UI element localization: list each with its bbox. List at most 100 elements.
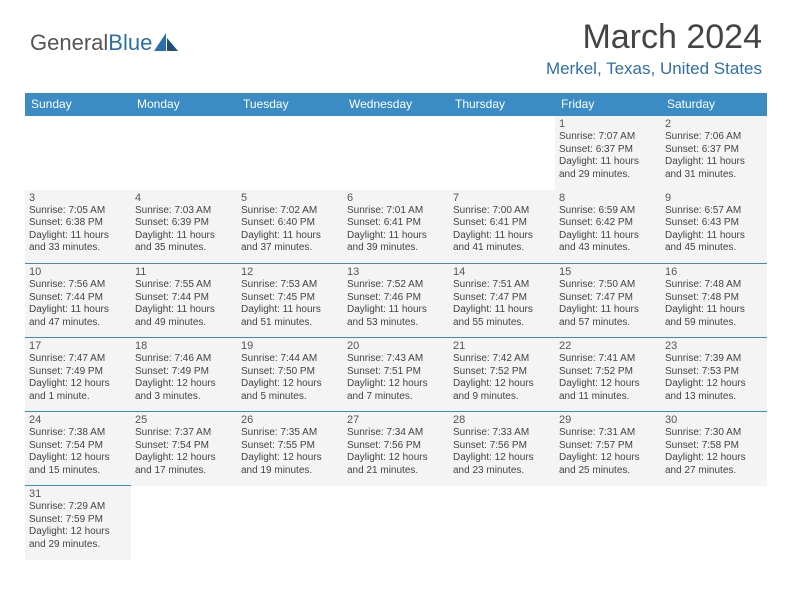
calendar-cell: [661, 486, 767, 560]
calendar-row: 1Sunrise: 7:07 AMSunset: 6:37 PMDaylight…: [25, 116, 767, 190]
calendar-cell: [343, 486, 449, 560]
day-number: 19: [241, 340, 339, 352]
calendar-cell: 21Sunrise: 7:42 AMSunset: 7:52 PMDayligh…: [449, 338, 555, 412]
day-number: 17: [29, 340, 127, 352]
weekday-header: Wednesday: [343, 93, 449, 116]
calendar-cell: 6Sunrise: 7:01 AMSunset: 6:41 PMDaylight…: [343, 190, 449, 264]
logo-text-1: General: [30, 30, 108, 56]
calendar-cell: 20Sunrise: 7:43 AMSunset: 7:51 PMDayligh…: [343, 338, 449, 412]
weekday-header: Friday: [555, 93, 661, 116]
day-number: 3: [29, 192, 127, 204]
day-info: Sunrise: 7:48 AMSunset: 7:48 PMDaylight:…: [665, 279, 763, 329]
day-info: Sunrise: 7:05 AMSunset: 6:38 PMDaylight:…: [29, 205, 127, 255]
month-title: March 2024: [546, 18, 762, 57]
day-info: Sunrise: 7:56 AMSunset: 7:44 PMDaylight:…: [29, 279, 127, 329]
logo-sail-icon: [154, 33, 180, 53]
calendar-cell: 26Sunrise: 7:35 AMSunset: 7:55 PMDayligh…: [237, 412, 343, 486]
weekday-header: Tuesday: [237, 93, 343, 116]
day-info: Sunrise: 7:37 AMSunset: 7:54 PMDaylight:…: [135, 427, 233, 477]
day-info: Sunrise: 7:39 AMSunset: 7:53 PMDaylight:…: [665, 353, 763, 403]
day-number: 27: [347, 414, 445, 426]
day-info: Sunrise: 7:55 AMSunset: 7:44 PMDaylight:…: [135, 279, 233, 329]
day-info: Sunrise: 6:59 AMSunset: 6:42 PMDaylight:…: [559, 205, 657, 255]
calendar-cell: 2Sunrise: 7:06 AMSunset: 6:37 PMDaylight…: [661, 116, 767, 190]
calendar-cell: 19Sunrise: 7:44 AMSunset: 7:50 PMDayligh…: [237, 338, 343, 412]
day-info: Sunrise: 7:43 AMSunset: 7:51 PMDaylight:…: [347, 353, 445, 403]
day-number: 29: [559, 414, 657, 426]
calendar-cell: 13Sunrise: 7:52 AMSunset: 7:46 PMDayligh…: [343, 264, 449, 338]
calendar-cell: 24Sunrise: 7:38 AMSunset: 7:54 PMDayligh…: [25, 412, 131, 486]
day-number: 25: [135, 414, 233, 426]
day-info: Sunrise: 7:52 AMSunset: 7:46 PMDaylight:…: [347, 279, 445, 329]
calendar-cell: [237, 116, 343, 190]
day-number: 1: [559, 118, 657, 130]
day-number: 16: [665, 266, 763, 278]
day-number: 15: [559, 266, 657, 278]
calendar-cell: [449, 116, 555, 190]
calendar-cell: [237, 486, 343, 560]
calendar-cell: 12Sunrise: 7:53 AMSunset: 7:45 PMDayligh…: [237, 264, 343, 338]
day-number: 4: [135, 192, 233, 204]
calendar-cell: [25, 116, 131, 190]
calendar-cell: 17Sunrise: 7:47 AMSunset: 7:49 PMDayligh…: [25, 338, 131, 412]
day-info: Sunrise: 7:41 AMSunset: 7:52 PMDaylight:…: [559, 353, 657, 403]
day-number: 24: [29, 414, 127, 426]
day-info: Sunrise: 7:34 AMSunset: 7:56 PMDaylight:…: [347, 427, 445, 477]
calendar-cell: 14Sunrise: 7:51 AMSunset: 7:47 PMDayligh…: [449, 264, 555, 338]
calendar-cell: [131, 116, 237, 190]
day-number: 18: [135, 340, 233, 352]
day-info: Sunrise: 7:29 AMSunset: 7:59 PMDaylight:…: [29, 501, 127, 551]
logo-text-2: Blue: [108, 30, 152, 56]
calendar-cell: 15Sunrise: 7:50 AMSunset: 7:47 PMDayligh…: [555, 264, 661, 338]
calendar-cell: [449, 486, 555, 560]
weekday-header: Thursday: [449, 93, 555, 116]
calendar-cell: 30Sunrise: 7:30 AMSunset: 7:58 PMDayligh…: [661, 412, 767, 486]
calendar-cell: [555, 486, 661, 560]
calendar-cell: 27Sunrise: 7:34 AMSunset: 7:56 PMDayligh…: [343, 412, 449, 486]
calendar-table: Sunday Monday Tuesday Wednesday Thursday…: [25, 93, 767, 560]
day-number: 21: [453, 340, 551, 352]
calendar-row: 31Sunrise: 7:29 AMSunset: 7:59 PMDayligh…: [25, 486, 767, 560]
calendar-cell: 22Sunrise: 7:41 AMSunset: 7:52 PMDayligh…: [555, 338, 661, 412]
day-number: 14: [453, 266, 551, 278]
calendar-body: 1Sunrise: 7:07 AMSunset: 6:37 PMDaylight…: [25, 116, 767, 560]
calendar-cell: 10Sunrise: 7:56 AMSunset: 7:44 PMDayligh…: [25, 264, 131, 338]
calendar-cell: [343, 116, 449, 190]
header: GeneralBlue March 2024 Merkel, Texas, Un…: [0, 0, 792, 85]
day-number: 11: [135, 266, 233, 278]
calendar-cell: 8Sunrise: 6:59 AMSunset: 6:42 PMDaylight…: [555, 190, 661, 264]
calendar-cell: 29Sunrise: 7:31 AMSunset: 7:57 PMDayligh…: [555, 412, 661, 486]
day-info: Sunrise: 7:30 AMSunset: 7:58 PMDaylight:…: [665, 427, 763, 477]
day-number: 30: [665, 414, 763, 426]
day-number: 20: [347, 340, 445, 352]
day-info: Sunrise: 7:44 AMSunset: 7:50 PMDaylight:…: [241, 353, 339, 403]
day-number: 10: [29, 266, 127, 278]
day-info: Sunrise: 6:57 AMSunset: 6:43 PMDaylight:…: [665, 205, 763, 255]
day-number: 7: [453, 192, 551, 204]
day-number: 5: [241, 192, 339, 204]
location: Merkel, Texas, United States: [546, 59, 762, 79]
calendar-cell: 23Sunrise: 7:39 AMSunset: 7:53 PMDayligh…: [661, 338, 767, 412]
calendar-cell: 16Sunrise: 7:48 AMSunset: 7:48 PMDayligh…: [661, 264, 767, 338]
calendar-cell: 28Sunrise: 7:33 AMSunset: 7:56 PMDayligh…: [449, 412, 555, 486]
day-number: 31: [29, 488, 127, 500]
day-info: Sunrise: 7:00 AMSunset: 6:41 PMDaylight:…: [453, 205, 551, 255]
weekday-header: Sunday: [25, 93, 131, 116]
calendar-cell: 7Sunrise: 7:00 AMSunset: 6:41 PMDaylight…: [449, 190, 555, 264]
calendar-cell: 9Sunrise: 6:57 AMSunset: 6:43 PMDaylight…: [661, 190, 767, 264]
day-info: Sunrise: 7:50 AMSunset: 7:47 PMDaylight:…: [559, 279, 657, 329]
day-info: Sunrise: 7:33 AMSunset: 7:56 PMDaylight:…: [453, 427, 551, 477]
day-info: Sunrise: 7:31 AMSunset: 7:57 PMDaylight:…: [559, 427, 657, 477]
day-number: 9: [665, 192, 763, 204]
calendar-row: 17Sunrise: 7:47 AMSunset: 7:49 PMDayligh…: [25, 338, 767, 412]
day-number: 23: [665, 340, 763, 352]
day-number: 26: [241, 414, 339, 426]
day-info: Sunrise: 7:46 AMSunset: 7:49 PMDaylight:…: [135, 353, 233, 403]
title-block: March 2024 Merkel, Texas, United States: [546, 18, 762, 79]
calendar-cell: 3Sunrise: 7:05 AMSunset: 6:38 PMDaylight…: [25, 190, 131, 264]
weekday-header: Monday: [131, 93, 237, 116]
day-info: Sunrise: 7:53 AMSunset: 7:45 PMDaylight:…: [241, 279, 339, 329]
calendar-row: 24Sunrise: 7:38 AMSunset: 7:54 PMDayligh…: [25, 412, 767, 486]
day-number: 22: [559, 340, 657, 352]
day-number: 8: [559, 192, 657, 204]
